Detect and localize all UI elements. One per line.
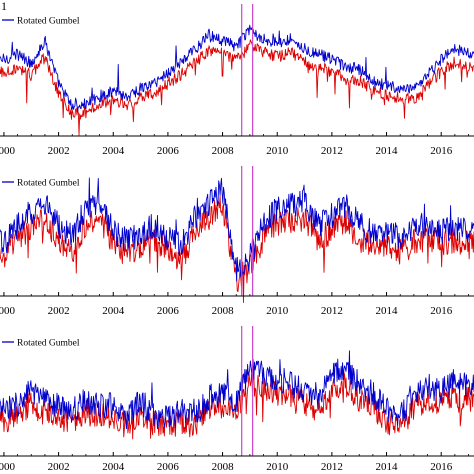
x-tick-label: 2016 <box>430 145 453 157</box>
x-tick-label: 2002 <box>48 145 70 157</box>
panel-label: 1 <box>1 0 7 13</box>
x-tick-label: 2014 <box>376 461 399 473</box>
chart-panel-3: 2000 2002 2004 2006 2008 2010 2012 2014 2016 Rota… <box>0 326 474 473</box>
x-tick-label: 2008 <box>212 145 235 157</box>
chart-panel-1: 2000 2002 2004 2006 2008 2010 2012 2014 2016 Rota… <box>0 0 474 157</box>
x-tick-label: 2000 <box>0 145 15 157</box>
series-line-blue <box>0 177 474 282</box>
x-tick-label: 2000 <box>0 305 15 317</box>
x-tick-label: 2002 <box>48 305 70 317</box>
x-tick-label: 2002 <box>48 461 70 473</box>
legend-label: Rotated Gumbel <box>17 17 80 27</box>
x-tick-label: 2010 <box>266 461 289 473</box>
x-tick-label: 2014 <box>376 305 399 317</box>
x-tick-label: 2008 <box>212 461 235 473</box>
x-tick-label: 2010 <box>266 305 289 317</box>
x-tick-label: 2004 <box>102 305 125 317</box>
x-tick-label: 2004 <box>102 461 125 473</box>
x-tick-label: 2012 <box>321 145 343 157</box>
x-tick-label: 2004 <box>102 145 125 157</box>
x-tick-label: 2006 <box>157 461 180 473</box>
series-line-blue <box>0 24 474 112</box>
legend-label: Rotated Gumbel <box>17 339 80 349</box>
series-line-blue <box>0 350 474 430</box>
series-line-red <box>0 195 474 303</box>
series-line-red <box>0 39 474 136</box>
x-tick-label: 2000 <box>0 461 15 473</box>
x-tick-label: 2008 <box>212 305 235 317</box>
series-line-red <box>0 370 474 440</box>
x-tick-label: 2006 <box>157 305 180 317</box>
legend-label: Rotated Gumbel <box>17 179 80 189</box>
chart-panel-2: 2000 2002 2004 2006 2008 2010 2012 2014 2016 Rota… <box>0 166 474 317</box>
x-tick-label: 2016 <box>430 461 453 473</box>
x-tick-label: 2006 <box>157 145 180 157</box>
x-tick-label: 2012 <box>321 305 343 317</box>
x-tick-label: 2010 <box>266 145 289 157</box>
x-tick-label: 2016 <box>430 305 453 317</box>
x-tick-label: 2014 <box>376 145 399 157</box>
x-tick-label: 2012 <box>321 461 343 473</box>
